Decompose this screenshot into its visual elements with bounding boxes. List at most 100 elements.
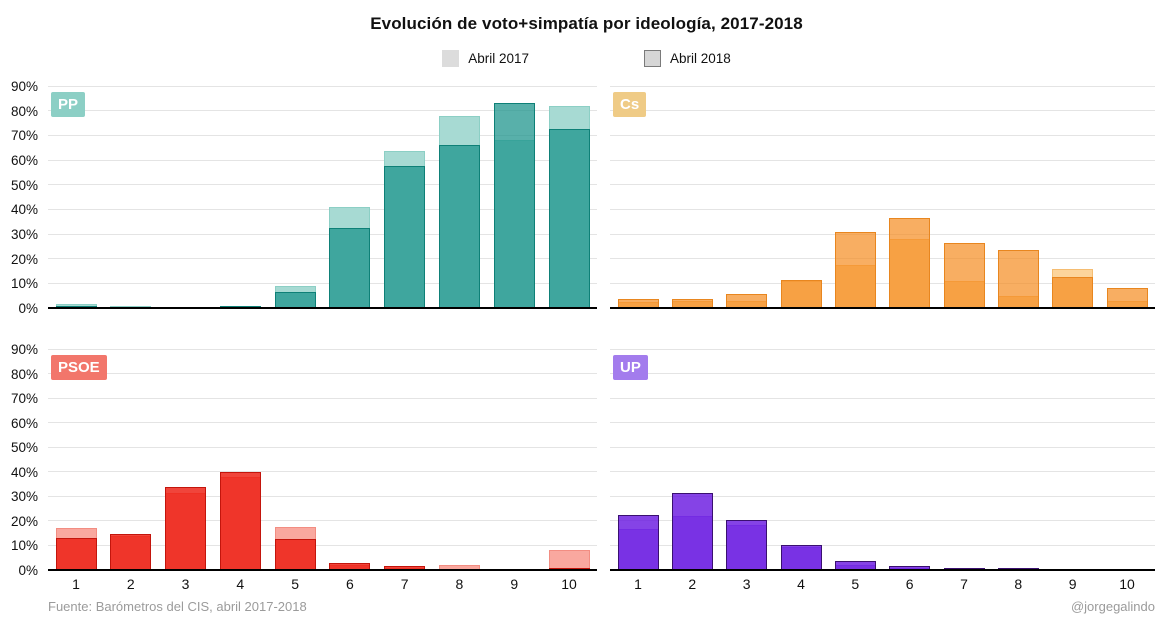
y-tick-label: 40% [10,464,38,480]
gridline [610,446,1155,448]
bar-2018-up-6 [889,566,931,570]
bar-2018-psoe-4 [219,471,261,570]
y-tick-label: 20% [10,251,38,267]
x-axis-line [610,307,1155,309]
panel-up: UP [610,348,1155,571]
y-tick-label: 20% [10,513,38,529]
bar-2018-pp-4 [219,305,261,308]
y-tick-label: 30% [10,489,38,505]
gridline [610,184,1155,186]
x-tick-label: 1 [634,576,642,592]
x-tick-label: 5 [851,576,860,592]
x-tick-label: 9 [510,576,519,592]
gridline [48,520,597,522]
x-tick-label: 2 [688,576,697,592]
bar-2018-psoe-2 [110,534,152,570]
x-tick-label: 3 [742,576,751,592]
gridline [48,397,597,399]
bar-2018-pp-8 [438,145,480,308]
gridline [610,544,1155,546]
bar-2018-pp-5 [274,291,316,308]
y-tick-label: 70% [10,128,38,144]
x-tick-label: 2 [126,576,135,592]
gridline [610,495,1155,497]
x-axis-line [48,569,597,571]
x-tick-label: 8 [455,576,464,592]
x-tick-label: 5 [291,576,300,592]
bar-2018-cs-10 [1106,288,1148,308]
bar-2018-cs-5 [834,231,876,308]
y-axis-labels-bottom: 0% 10% 20% 30% 40% 50% 60% 70% 80% 90% [0,342,44,578]
panel-pp: PP [48,85,597,309]
gridline [610,110,1155,112]
x-tick-label: 4 [236,576,245,592]
gridline [48,348,597,350]
gridline [48,85,597,87]
gridline [48,422,597,424]
gridline [610,471,1155,473]
x-axis-line [48,307,597,309]
x-tick-label: 4 [797,576,805,592]
x-tick-label: 7 [960,576,968,592]
y-tick-label: 60% [10,415,38,431]
gridline [48,258,597,260]
bar-2018-pp-7 [384,166,426,308]
panel-label-psoe: PSOE [51,355,107,380]
gridline [610,208,1155,210]
x-tick-label: 1 [72,576,80,592]
y-tick-label: 90% [10,79,38,94]
y-tick-label: 50% [10,177,38,193]
bar-2018-pp-10 [548,129,590,308]
gridline [48,471,597,473]
gridline [48,544,597,546]
bar-2018-up-1 [617,514,659,570]
y-tick-label: 80% [10,103,38,119]
gridline [48,134,597,136]
bar-2018-up-2 [671,492,713,570]
y-tick-label: 90% [10,342,38,357]
gridline [48,495,597,497]
bar-2018-cs-8 [997,250,1039,308]
bar-2018-psoe-10 [548,567,590,570]
bar-2018-cs-4 [780,279,822,308]
bar-2018-pp-1 [55,305,97,308]
bar-2018-up-3 [726,519,768,570]
bar-2018-pp-9 [493,103,535,308]
x-tick-label: 9 [1068,576,1077,592]
bar-2018-up-7 [943,567,985,570]
legend-swatch-2018-icon [644,50,661,67]
gridline [48,233,597,235]
bar-2018-cs-3 [726,294,768,308]
x-tick-label: 6 [905,576,914,592]
bar-2017-psoe-10 [548,550,590,570]
y-tick-label: 10% [10,276,38,292]
x-axis-labels-up: 1 2 3 4 5 6 7 8 9 10 [610,576,1155,594]
panel-psoe: PSOE [48,348,597,571]
gridline [48,184,597,186]
gridline [48,373,597,375]
gridline [610,134,1155,136]
panel-label-cs: Cs [613,92,647,117]
bar-2018-up-4 [780,545,822,570]
bar-2018-psoe-1 [55,538,97,570]
y-tick-label: 0% [18,563,38,578]
gridline [610,520,1155,522]
legend-label-2017: Abril 2017 [468,51,529,66]
gridline [48,110,597,112]
y-tick-label: 40% [10,202,38,218]
author-credit: @jorgegalindo [1070,599,1155,614]
legend-label-2018: Abril 2018 [670,51,731,66]
bar-2018-pp-6 [329,227,371,308]
legend: Abril 2017 Abril 2018 [0,50,1173,67]
bar-2018-cs-6 [889,217,931,308]
bar-2018-cs-9 [1052,277,1094,308]
x-tick-label: 10 [561,576,577,592]
y-tick-label: 30% [10,227,38,242]
gridline [48,282,597,284]
bar-2018-up-8 [997,567,1039,570]
x-axis-labels-psoe: 1 2 3 4 5 6 7 8 9 10 [48,576,597,594]
x-axis-line [610,569,1155,571]
gridline [48,446,597,448]
panel-cs: Cs [610,85,1155,309]
bar-2018-up-5 [834,561,876,570]
